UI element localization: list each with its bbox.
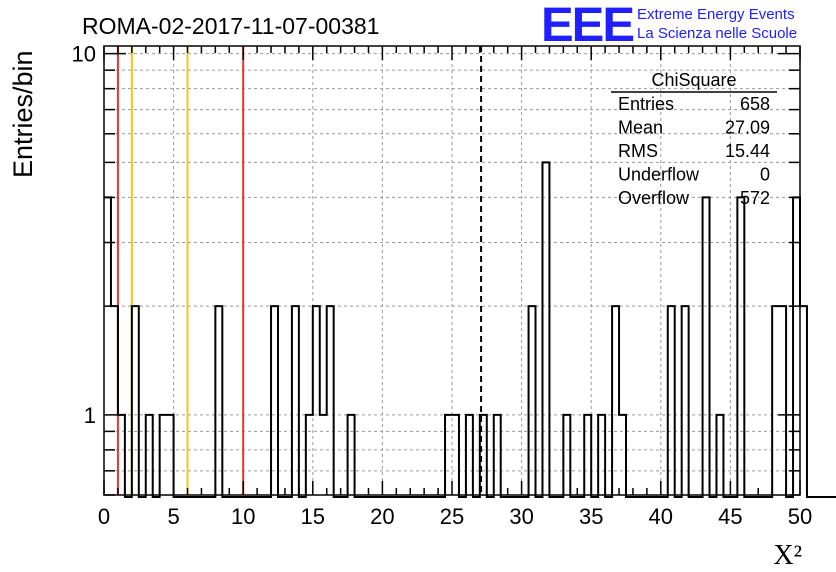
stats-title: ChiSquare bbox=[651, 70, 736, 90]
grid-lines bbox=[104, 46, 800, 495]
y-axis-label: Entries/bin bbox=[8, 50, 38, 178]
x-tick-label: 25 bbox=[440, 504, 464, 529]
stats-row-label: Underflow bbox=[618, 165, 700, 185]
histogram-step-line bbox=[104, 161, 836, 498]
stats-row-value: 0 bbox=[760, 165, 770, 185]
x-tick-labels: 0 5 10 15 20 25 30 35 40 45 50 bbox=[98, 504, 812, 529]
logo-line-2: La Scienza nelle Scuole bbox=[637, 25, 797, 42]
stats-row-value: 572 bbox=[740, 188, 770, 208]
x-tick-label: 20 bbox=[370, 504, 394, 529]
y-tick-labels: 1 10 bbox=[72, 42, 96, 428]
stats-row-label: Overflow bbox=[618, 188, 690, 208]
x-tick-label: 0 bbox=[98, 504, 110, 529]
x-tick-label: 10 bbox=[231, 504, 255, 529]
x-tick-label: 30 bbox=[509, 504, 533, 529]
stats-row-label: Mean bbox=[618, 118, 663, 138]
x-tick-label: 40 bbox=[649, 504, 673, 529]
x-tick-label: 15 bbox=[301, 504, 325, 529]
x-tick-label: 45 bbox=[718, 504, 742, 529]
stats-row-value: 658 bbox=[740, 94, 770, 114]
stats-row-value: 15.44 bbox=[725, 141, 770, 161]
stats-row-label: Entries bbox=[618, 94, 674, 114]
y-tick-label: 1 bbox=[84, 403, 96, 428]
stats-row-label: RMS bbox=[618, 141, 658, 161]
logo-line-1: Extreme Energy Events bbox=[637, 6, 795, 23]
x-axis-label: X² bbox=[773, 540, 802, 571]
stats-box: ChiSquare Entries 658 Mean 27.09 RMS 15.44 Und… bbox=[611, 70, 777, 208]
x-tick-label: 5 bbox=[167, 504, 179, 529]
x-tick-label: 50 bbox=[788, 504, 812, 529]
x-tick-label: 35 bbox=[579, 504, 603, 529]
logo-letters: EEE bbox=[541, 0, 634, 52]
y-tick-label: 10 bbox=[72, 42, 96, 67]
axis-ticks bbox=[103, 46, 801, 496]
chart-title: ROMA-02-2017-11-07-00381 bbox=[82, 13, 379, 39]
eee-logo: EEE Extreme Energy Events La Scienza nel… bbox=[541, 0, 797, 52]
stats-row-value: 27.09 bbox=[725, 118, 770, 138]
